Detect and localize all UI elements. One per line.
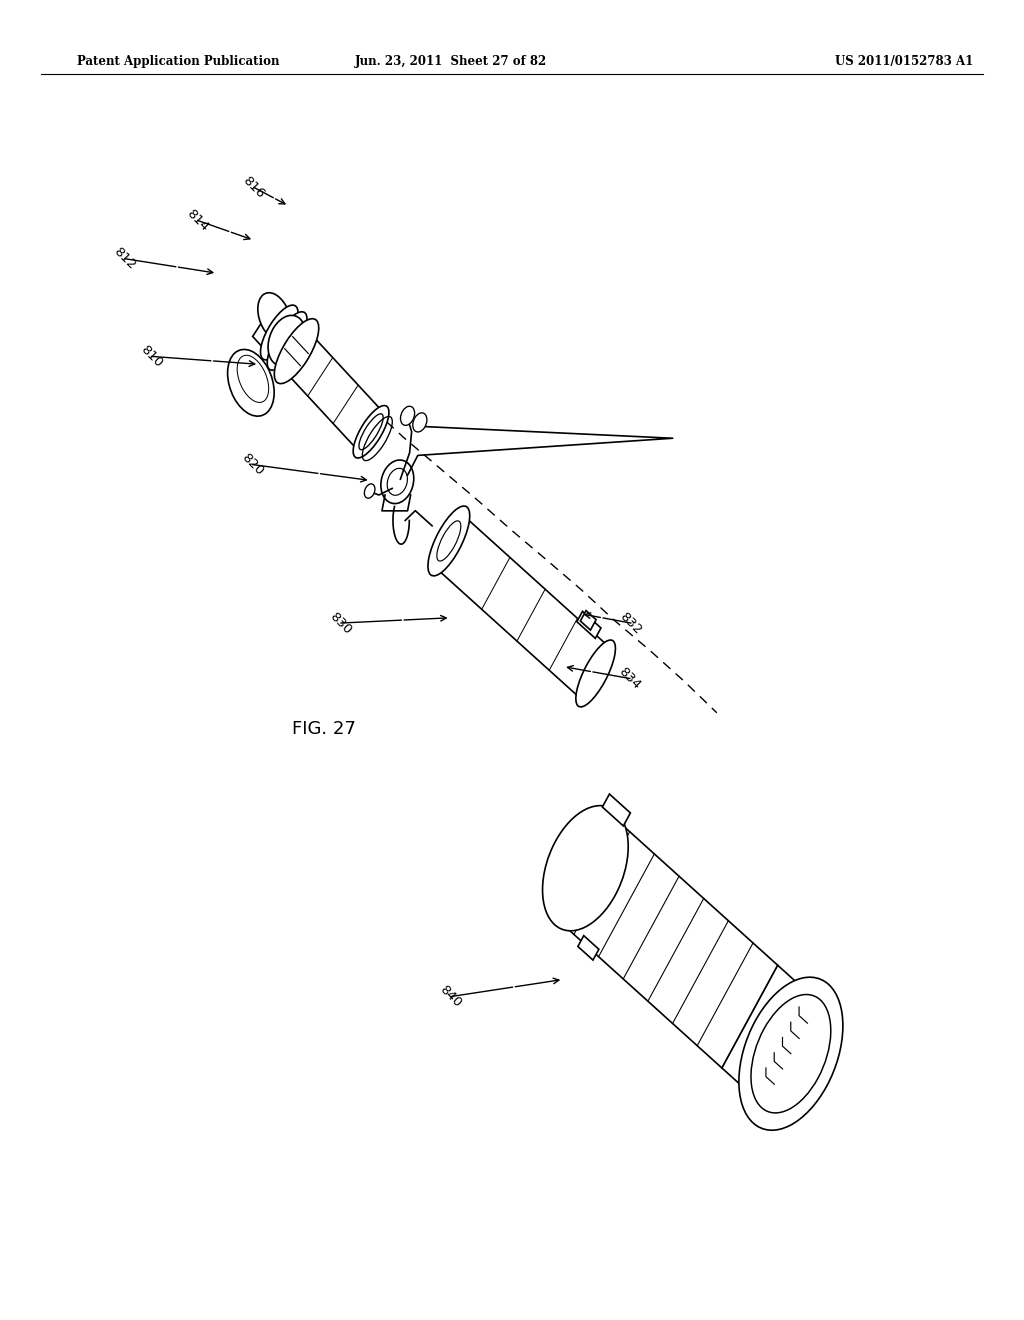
- Polygon shape: [578, 936, 599, 960]
- Text: 830: 830: [328, 610, 354, 636]
- Text: 820: 820: [240, 451, 266, 478]
- Ellipse shape: [575, 640, 615, 708]
- Text: 812: 812: [112, 246, 138, 272]
- Polygon shape: [602, 795, 631, 826]
- Ellipse shape: [543, 805, 628, 931]
- Ellipse shape: [365, 484, 375, 498]
- Ellipse shape: [260, 305, 298, 360]
- Ellipse shape: [267, 312, 307, 370]
- Polygon shape: [581, 611, 596, 630]
- Text: 832: 832: [617, 610, 644, 636]
- Text: Patent Application Publication: Patent Application Publication: [77, 55, 280, 69]
- Ellipse shape: [268, 315, 305, 366]
- Ellipse shape: [413, 413, 427, 432]
- Text: 816: 816: [241, 174, 267, 201]
- Ellipse shape: [353, 405, 389, 458]
- Ellipse shape: [428, 506, 470, 576]
- Text: 814: 814: [184, 207, 211, 234]
- Ellipse shape: [274, 318, 318, 384]
- Ellipse shape: [258, 293, 291, 341]
- Polygon shape: [557, 817, 819, 1105]
- Polygon shape: [435, 515, 609, 700]
- Text: 810: 810: [138, 343, 165, 370]
- Ellipse shape: [381, 459, 414, 504]
- Ellipse shape: [227, 350, 274, 416]
- Text: 834: 834: [616, 665, 643, 692]
- Text: US 2011/0152783 A1: US 2011/0152783 A1: [835, 55, 973, 69]
- Text: 840: 840: [437, 983, 464, 1010]
- Polygon shape: [253, 298, 384, 451]
- Polygon shape: [577, 611, 601, 639]
- Ellipse shape: [400, 407, 415, 425]
- Text: FIG. 27: FIG. 27: [292, 719, 355, 738]
- Ellipse shape: [739, 977, 843, 1130]
- Text: Jun. 23, 2011  Sheet 27 of 82: Jun. 23, 2011 Sheet 27 of 82: [354, 55, 547, 69]
